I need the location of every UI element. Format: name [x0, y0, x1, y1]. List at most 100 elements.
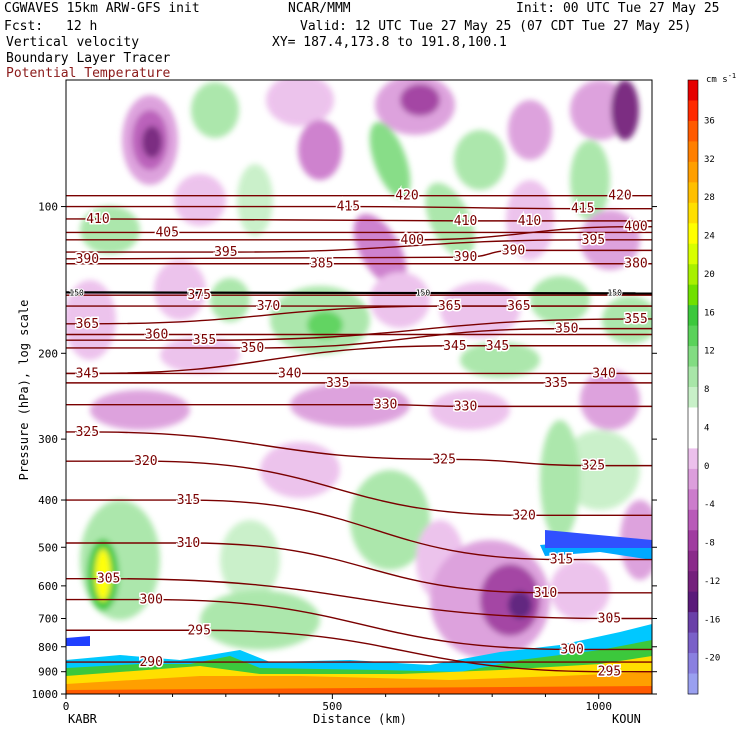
model-title: CGWAVES 15km ARW-GFS init [4, 1, 200, 16]
theta-label: 365 [507, 299, 530, 314]
colorbar-swatch [688, 530, 698, 552]
theta-line-400 [66, 226, 652, 241]
cross-section-endpoints: XY= 187.4,173.8 to 191.8,100.1 [272, 35, 507, 50]
colorbar-swatch [688, 387, 698, 408]
theta-line-320 [66, 460, 652, 517]
colorbar-label: 20 [704, 270, 715, 280]
y-tick-label: 400 [38, 494, 58, 507]
theta-label: 330 [454, 399, 477, 414]
x-tick-label: 0 [63, 700, 70, 713]
theta-label: 370 [257, 299, 280, 314]
theta-line-305 [66, 577, 652, 620]
theta-label: 290 [139, 655, 162, 670]
colorbar-label: 36 [704, 116, 715, 126]
theta-label: 365 [76, 317, 99, 332]
field-label-vertical-velocity: Vertical velocity [6, 35, 140, 50]
theta-label: 365 [438, 299, 461, 314]
fcst-value: 12 h [66, 19, 98, 34]
plot-area: 420 420 415 415 410 410 410 405 400 400 395 395 390 3… [65, 79, 653, 695]
theta-label: 300 [560, 642, 583, 657]
theta-line-295 [66, 629, 652, 673]
theta-label: 295 [187, 623, 210, 638]
tropopause-label: 150 [607, 288, 622, 297]
y-tick-label: 500 [38, 541, 58, 554]
colorbar-label: -16 [704, 615, 720, 625]
y-tick-label: 200 [38, 347, 58, 360]
theta-label: 410 [86, 212, 109, 227]
theta-label: 305 [97, 572, 120, 587]
theta-label: 335 [326, 376, 349, 391]
colorbar-label: -12 [704, 577, 720, 587]
colorbar-swatch [688, 305, 698, 327]
right-endpoint-label: KOUN [612, 712, 641, 726]
x-tick-label: 1000 [585, 700, 612, 713]
colorbar-swatch [688, 182, 698, 204]
colorbar-label: -8 [704, 539, 715, 549]
colorbar-swatch [688, 202, 698, 224]
colorbar-swatch [688, 141, 698, 163]
y-tick-label: 1000 [32, 688, 59, 701]
theta-line-315 [66, 499, 652, 561]
colorbar-label: 4 [704, 423, 709, 433]
theta-label: 415 [571, 202, 594, 217]
theta-label: 420 [608, 189, 631, 204]
x-axis-label: Distance (km) [313, 712, 407, 726]
theta-label: 355 [193, 333, 216, 348]
y-tick-label: 300 [38, 433, 58, 446]
theta-contour-labels: 420 420 415 415 410 410 410 405 400 400 395 395 390 3… [68, 187, 649, 681]
theta-label: 415 [337, 200, 360, 215]
theta-line-355 [66, 318, 652, 341]
theta-label: 390 [502, 243, 525, 258]
y-tick-label: 900 [38, 666, 58, 679]
colorbar-label: 8 [704, 385, 709, 395]
theta-label: 340 [278, 366, 301, 381]
colorbar-swatch [688, 448, 698, 470]
colorbar-swatch [688, 284, 698, 306]
x-tick-label: 500 [322, 700, 342, 713]
colorbar-swatch [688, 366, 698, 388]
theta-label: 375 [187, 288, 210, 303]
theta-label: 345 [76, 366, 99, 381]
tropopause-label: 150 [69, 288, 84, 297]
tropopause-line [66, 291, 652, 295]
theta-label: 315 [177, 493, 200, 508]
theta-label: 410 [454, 214, 477, 229]
theta-line-325 [66, 431, 652, 467]
theta-label: 325 [582, 459, 605, 474]
theta-label: 325 [432, 452, 455, 467]
tropopause-label: 150 [416, 288, 431, 297]
colorbar-label: 0 [704, 462, 709, 472]
theta-label: 400 [624, 220, 647, 235]
colorbar-swatch [688, 223, 698, 245]
theta-line-300 [66, 598, 652, 651]
theta-line-310 [66, 542, 652, 594]
y-tick-label: 800 [38, 641, 58, 654]
theta-label: 395 [214, 245, 237, 260]
init-time: Init: 00 UTC Tue 27 May 25 [516, 1, 720, 16]
colorbar-frame [687, 79, 699, 695]
theta-line-395 [66, 239, 652, 253]
valid-time: Valid: 12 UTC Tue 27 May 25 (07 CDT Tue … [300, 19, 692, 34]
theta-label: 405 [155, 225, 178, 240]
colorbar-swatch [688, 346, 698, 368]
colorbar-swatch [688, 80, 698, 101]
theta-label: 295 [598, 665, 621, 680]
y-tick-label: 700 [38, 612, 58, 625]
colorbar-label: -4 [704, 500, 715, 510]
colorbar-unit: cm s-1 [706, 72, 736, 85]
theta-line-350 [66, 327, 652, 349]
colorbar-swatch [688, 653, 698, 675]
colorbar-swatch [688, 243, 698, 265]
colorbar-swatch [688, 407, 698, 429]
theta-label: 395 [582, 233, 605, 248]
theta-line-365 [66, 305, 652, 325]
colorbar-swatch [688, 120, 698, 142]
colorbar-swatch [688, 550, 698, 572]
colorbar-label: 16 [704, 308, 715, 318]
theta-label: 350 [555, 322, 578, 337]
theta-label: 345 [486, 339, 509, 354]
theta-label: 350 [241, 341, 264, 356]
theta-label: 345 [443, 339, 466, 354]
theta-label: 380 [624, 257, 647, 272]
